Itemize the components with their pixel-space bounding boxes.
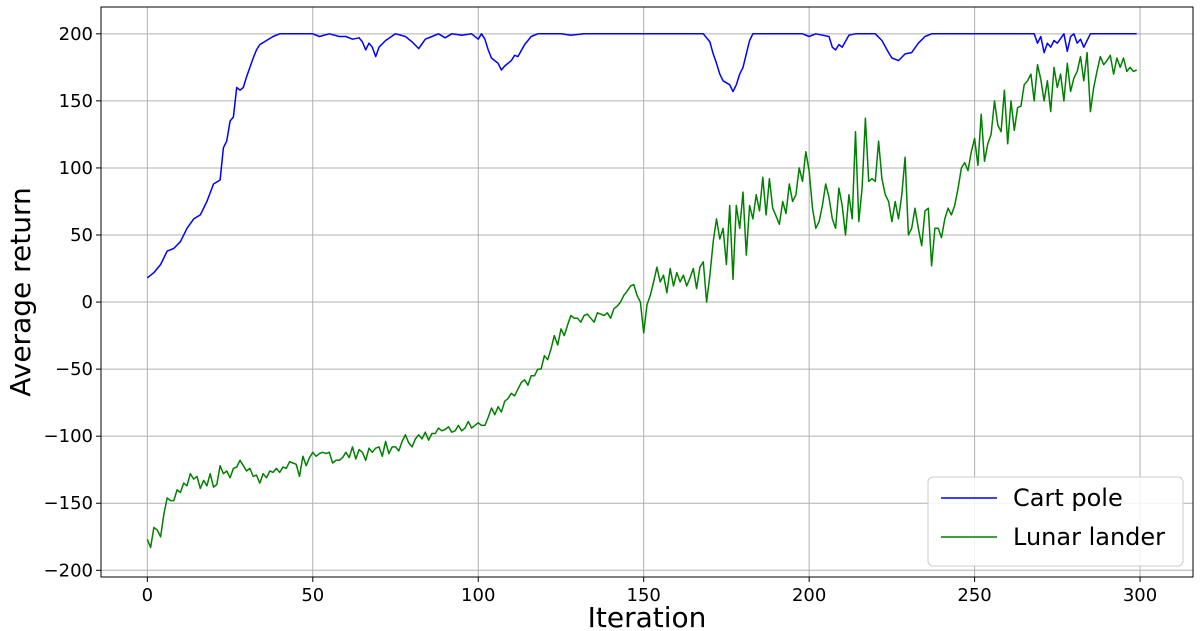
y-tick-label: 100 <box>59 158 93 179</box>
y-axis-label: Average return <box>4 187 37 397</box>
y-tick-label: −200 <box>44 560 93 581</box>
y-tick-label: 0 <box>82 292 93 313</box>
x-tick-label: 100 <box>461 585 495 606</box>
x-tick-label: 200 <box>792 585 826 606</box>
plot-frame <box>100 6 1194 578</box>
x-tick-label: 300 <box>1123 585 1157 606</box>
legend: Cart pole Lunar lander <box>927 476 1184 567</box>
y-tick-label: 50 <box>70 225 93 246</box>
x-axis-ticks: 0 50 100 150 200 250 300 <box>142 577 1157 606</box>
y-tick-label: −50 <box>55 359 93 380</box>
x-axis-label: Iteration <box>588 601 707 631</box>
grid <box>101 7 1193 577</box>
x-tick-label: 50 <box>301 585 324 606</box>
y-tick-label: 150 <box>59 91 93 112</box>
y-axis-ticks: −200 −150 −100 −50 0 50 100 150 200 <box>44 24 101 581</box>
series-line-lunar-lander <box>146 51 1137 549</box>
series-line-cart-pole <box>146 33 1137 279</box>
y-tick-label: −150 <box>44 493 93 514</box>
legend-label-lunar-lander: Lunar lander <box>1013 523 1165 551</box>
x-tick-label: 150 <box>627 585 661 606</box>
y-tick-label: −100 <box>44 426 93 447</box>
x-tick-label: 0 <box>142 585 153 606</box>
legend-label-cart-pole: Cart pole <box>1013 484 1123 512</box>
x-tick-label: 250 <box>957 585 991 606</box>
y-tick-label: 200 <box>59 24 93 45</box>
legend-box <box>927 476 1184 567</box>
series-lines <box>146 33 1137 549</box>
